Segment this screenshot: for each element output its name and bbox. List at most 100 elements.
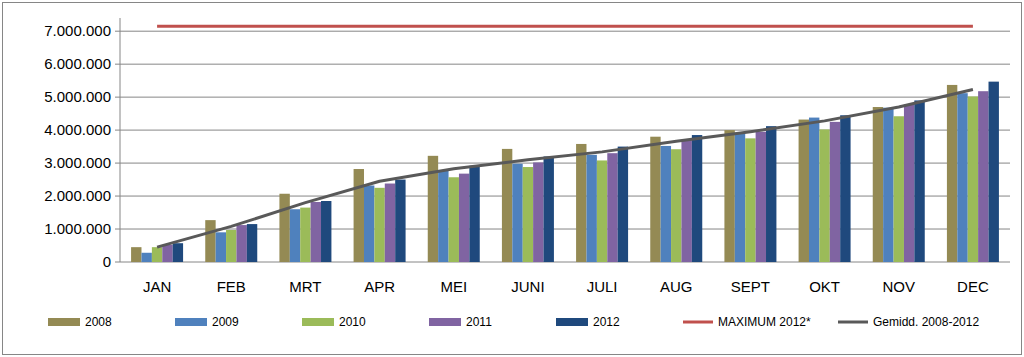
bar	[354, 169, 364, 262]
bar	[968, 96, 978, 262]
x-tick-label: DEC	[957, 278, 989, 295]
bar	[735, 133, 745, 262]
tick-mark	[115, 262, 120, 263]
x-tick-label: APR	[364, 278, 395, 295]
x-tick-label: JUNI	[511, 278, 544, 295]
bar	[978, 91, 988, 262]
bar	[152, 247, 162, 262]
bar	[290, 209, 300, 262]
bar	[957, 93, 967, 262]
legend-swatch	[683, 321, 713, 324]
bar	[799, 120, 809, 262]
bar	[671, 149, 681, 262]
legend-swatch	[48, 318, 80, 326]
legend-swatch	[175, 318, 207, 326]
bar	[692, 135, 702, 262]
x-tick-label: MEI	[440, 278, 467, 295]
bar	[205, 220, 215, 262]
bar	[904, 104, 914, 262]
bar	[226, 230, 236, 262]
bar	[321, 201, 331, 262]
x-tick-label: NOV	[882, 278, 915, 295]
legend-label: MAXIMUM 2012*	[718, 315, 811, 329]
chart-border	[3, 3, 1022, 355]
bar	[681, 140, 691, 262]
bar	[311, 202, 321, 262]
bar	[544, 156, 554, 262]
tick-mark	[115, 229, 120, 230]
bar	[947, 85, 957, 262]
x-tick-label: SEPT	[731, 278, 770, 295]
legend-swatch	[838, 321, 868, 324]
bar	[469, 166, 479, 262]
tick-mark	[115, 163, 120, 164]
x-tick-label: OKT	[809, 278, 840, 295]
x-tick-label: AUG	[660, 278, 693, 295]
x-tick-label: FEB	[217, 278, 246, 295]
grid: 0 1.000.000 2.000.000 3.000.000 4.000.000 5.0…	[44, 22, 1010, 270]
bar	[279, 194, 289, 262]
y-axis	[120, 18, 121, 262]
y-tick-label: 7.000.000	[44, 22, 111, 39]
grid-line	[120, 31, 1010, 32]
bar	[597, 160, 607, 262]
line	[157, 90, 973, 248]
y-tick-label: 2.000.000	[44, 187, 111, 204]
bar	[216, 232, 226, 262]
bar	[173, 243, 183, 262]
y-tick-label: 3.000.000	[44, 154, 111, 171]
y-tick-label: 5.000.000	[44, 88, 111, 105]
bar	[819, 129, 829, 262]
bar	[607, 153, 617, 262]
bar	[247, 224, 257, 262]
bar	[300, 208, 310, 262]
x-tick-label: MRT	[289, 278, 321, 295]
line	[157, 25, 973, 28]
y-tick-label: 0	[103, 253, 111, 270]
legend-swatch	[556, 318, 588, 326]
bar	[586, 155, 596, 262]
bar	[131, 247, 141, 262]
bar	[374, 188, 384, 262]
y-tick-label: 4.000.000	[44, 121, 111, 138]
bar	[766, 126, 776, 262]
legend-label: 2008	[85, 315, 112, 329]
bar	[618, 147, 628, 262]
tick-mark	[115, 31, 120, 32]
bar	[385, 184, 395, 262]
legend-label: 2010	[339, 315, 366, 329]
tick-mark	[115, 64, 120, 65]
y-tick-label: 1.000.000	[44, 220, 111, 237]
tick-mark	[115, 97, 120, 98]
bar	[395, 180, 405, 262]
bar	[650, 137, 660, 262]
bar	[989, 82, 999, 262]
tick-mark	[115, 130, 120, 131]
legend-label: 2012	[593, 315, 620, 329]
bar	[840, 115, 850, 262]
bar	[438, 170, 448, 262]
bar	[502, 149, 512, 262]
grid-line	[120, 97, 1010, 98]
bar	[523, 167, 533, 262]
legend: 2008 2009 2010 2011 2012 MAXIMUM 2012* Gemidd.…	[48, 315, 979, 329]
legend-label: Gemidd. 2008-2012	[873, 315, 979, 329]
tick-mark	[115, 196, 120, 197]
bar	[449, 177, 459, 262]
legend-swatch	[429, 318, 461, 326]
legend-swatch	[302, 318, 334, 326]
bar	[894, 116, 904, 262]
bar	[512, 164, 522, 262]
x-tick-label: JULI	[587, 278, 618, 295]
bar	[745, 138, 755, 262]
legend-label: 2011	[466, 315, 492, 329]
bar	[724, 130, 734, 262]
bar	[141, 253, 151, 262]
bar	[236, 225, 246, 262]
bar	[809, 118, 819, 262]
grid-line	[120, 64, 1010, 65]
bar	[162, 245, 172, 262]
chart: 0 1.000.000 2.000.000 3.000.000 4.000.000 5.0…	[0, 0, 1024, 357]
legend-label: 2009	[212, 315, 239, 329]
bar	[661, 146, 671, 262]
